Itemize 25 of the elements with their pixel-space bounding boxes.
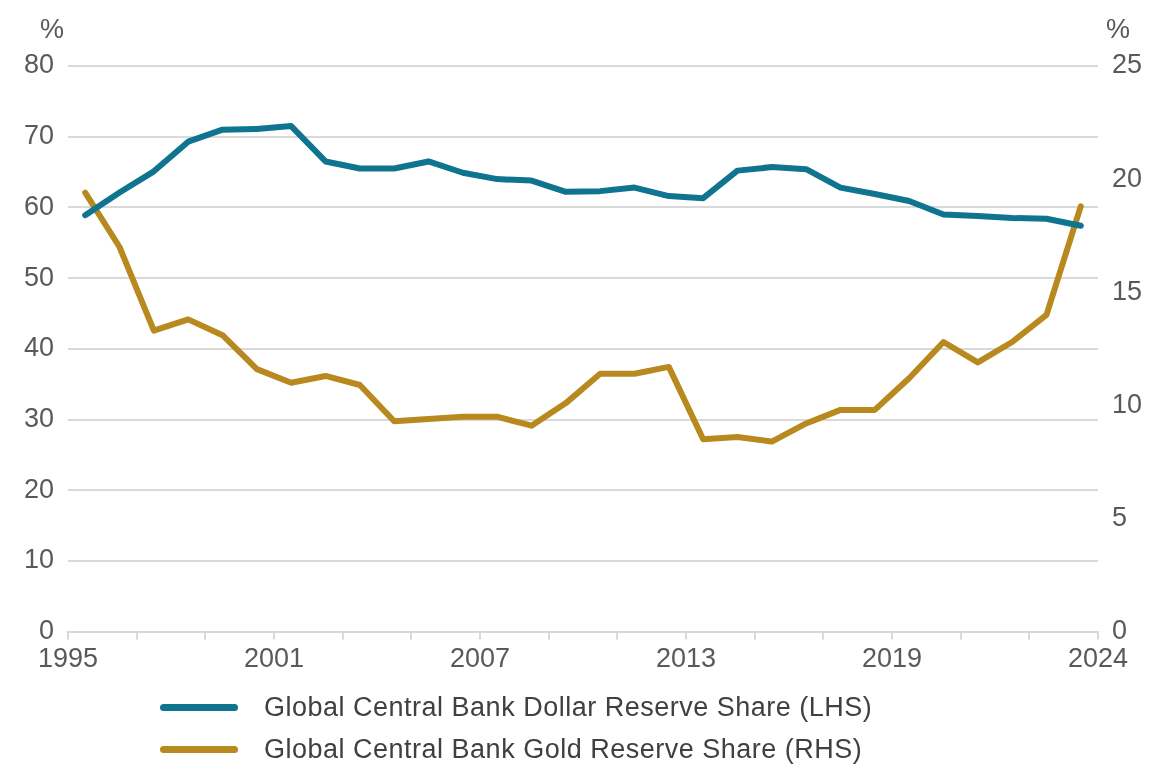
x-tick-label: 2007 xyxy=(449,643,511,674)
y-tick-label: 80 xyxy=(23,49,55,80)
legend-label: Global Central Bank Dollar Reserve Share (LHS) xyxy=(264,691,873,723)
x-tick-label: 2013 xyxy=(655,643,717,674)
x-tick-label: 1995 xyxy=(37,643,99,674)
y-tick-label: 60 xyxy=(23,190,55,221)
y-tick-label: 70 xyxy=(23,120,55,151)
y-tick-label: 20 xyxy=(23,473,55,504)
y2-tick-label: 15 xyxy=(1111,275,1143,306)
y2-tick-label: 0 xyxy=(1111,615,1127,646)
y-tick-label: 50 xyxy=(23,261,55,292)
y2-tick-label: 20 xyxy=(1111,162,1143,193)
y-axis-title: % xyxy=(40,14,65,44)
y2-tick-label: 5 xyxy=(1111,501,1127,532)
y-tick-label: 40 xyxy=(23,332,55,363)
y2-tick-label: 25 xyxy=(1111,49,1143,80)
y2-tick-label: 10 xyxy=(1111,388,1143,419)
x-tick-label: 2001 xyxy=(243,643,305,674)
y-tick-label: 10 xyxy=(23,544,55,575)
x-tick-label: 2019 xyxy=(861,643,923,674)
legend-label: Global Central Bank Gold Reserve Share (RHS) xyxy=(264,733,863,765)
y-tick-label: 0 xyxy=(39,615,55,646)
y2-axis-title: % xyxy=(1105,14,1130,44)
y-tick-label: 30 xyxy=(23,402,55,433)
x-tick-label: 2024 xyxy=(1067,643,1129,674)
